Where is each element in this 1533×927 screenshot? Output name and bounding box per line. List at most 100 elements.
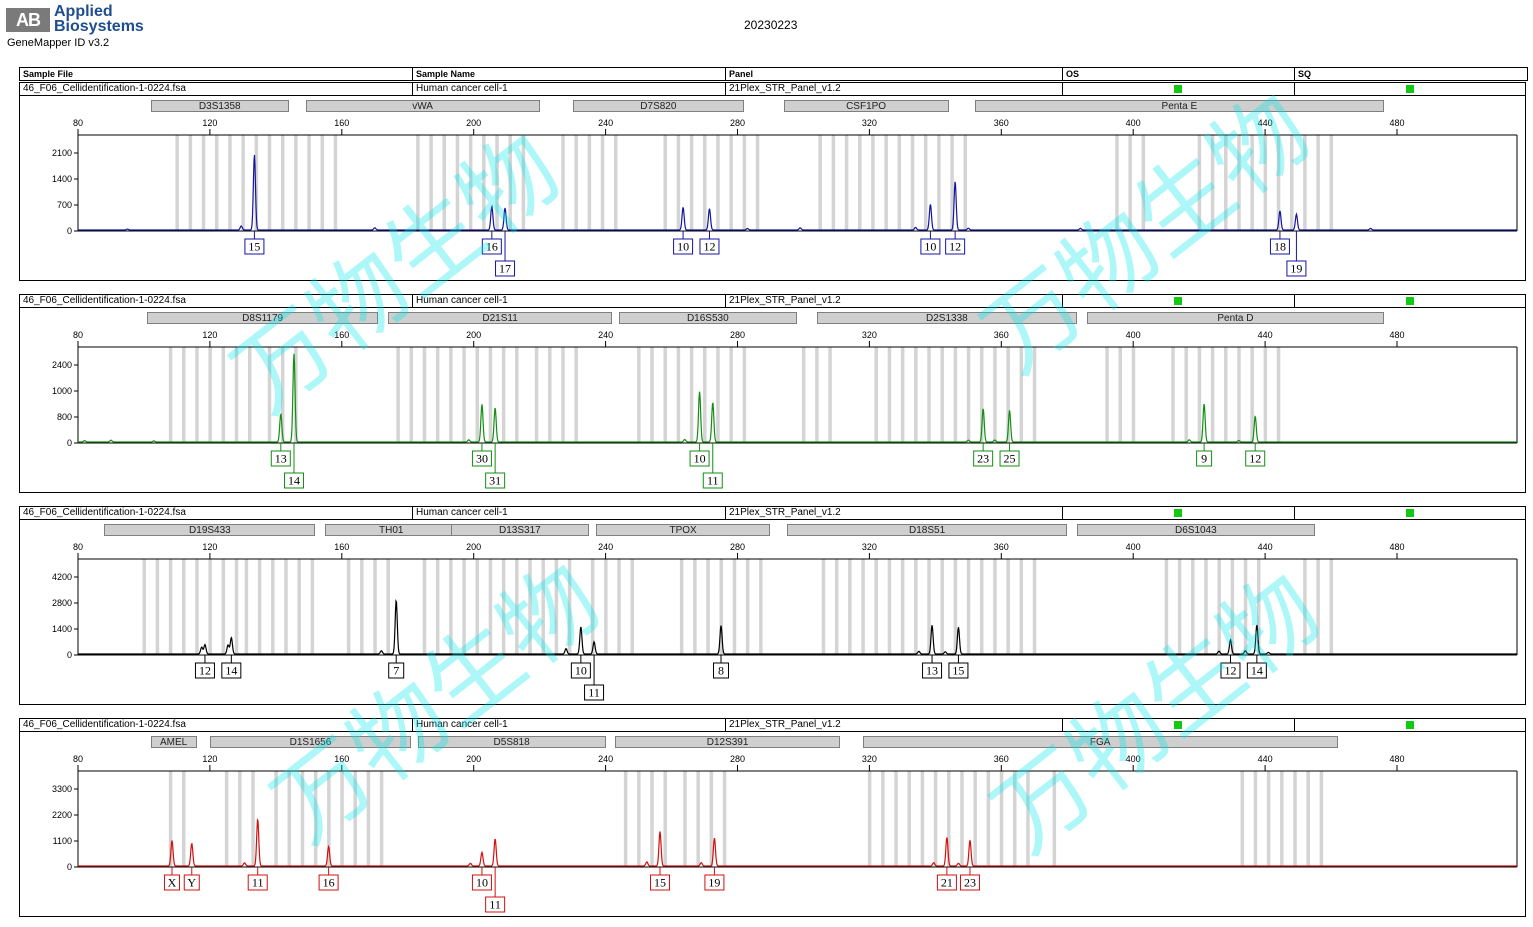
allele-call-box[interactable]: [388, 662, 405, 679]
allele-call-box[interactable]: [481, 238, 502, 255]
y-tick-label: 2200: [52, 810, 72, 820]
allele-call-box[interactable]: [959, 874, 980, 891]
allele-call-box[interactable]: [163, 874, 180, 891]
marker-bar[interactable]: D7S820: [572, 100, 745, 112]
allele-bin: [221, 347, 226, 443]
allele-bin: [307, 135, 311, 231]
electropherogram-plot: 80 120 160 200 240 280 320 360 400 440 48021001400…: [52, 118, 1518, 277]
allele-bin: [1316, 559, 1320, 655]
allele-call-box[interactable]: [673, 238, 694, 255]
allele-call-box[interactable]: [999, 450, 1020, 467]
allele-call-box[interactable]: [1246, 662, 1267, 679]
sample-info-row[interactable]: 46_F06_Cellidentification-1-0224.fsa Huma…: [20, 719, 1525, 732]
allele-bin: [155, 559, 160, 655]
marker-bar[interactable]: D2S1338: [816, 312, 1078, 324]
marker-bar[interactable]: Penta E: [974, 100, 1384, 112]
allele-bin: [366, 771, 371, 867]
allele-call-box[interactable]: [1220, 662, 1241, 679]
allele-call-box[interactable]: [713, 662, 730, 679]
allele-bin: [1276, 347, 1281, 443]
allele-call-box[interactable]: [704, 874, 725, 891]
allele-call-box[interactable]: [183, 874, 200, 891]
marker-bar[interactable]: D5S818: [417, 736, 606, 748]
allele-bin: [834, 559, 839, 655]
marker-bar[interactable]: AMEL: [150, 736, 197, 748]
marker-bar[interactable]: vWA: [305, 100, 540, 112]
allele-bin: [940, 347, 944, 443]
allele-bin: [1197, 135, 1202, 231]
allele-bin: [742, 135, 747, 231]
x-tick-label: 280: [730, 330, 745, 340]
allele-call-box[interactable]: [936, 874, 957, 891]
x-tick-label: 480: [1389, 542, 1404, 552]
marker-bar[interactable]: D19S433: [104, 524, 316, 536]
x-tick-label: 360: [994, 754, 1009, 764]
allele-bin: [914, 347, 918, 443]
allele-call-box[interactable]: [283, 472, 304, 489]
x-tick-label: 80: [73, 330, 83, 340]
marker-bar[interactable]: D13S317: [450, 524, 590, 536]
allele-call-box[interactable]: [471, 874, 492, 891]
allele-call-box[interactable]: [699, 238, 720, 255]
marker-bar[interactable]: D18S51: [786, 524, 1068, 536]
allele-call-box[interactable]: [194, 662, 215, 679]
allele-bin: [821, 559, 826, 655]
allele-call-box[interactable]: [584, 684, 605, 701]
marker-bar[interactable]: D1S1656: [209, 736, 412, 748]
sample-info-row[interactable]: 46_F06_Cellidentification-1-0224.fsa Huma…: [20, 507, 1525, 520]
allele-call-box[interactable]: [247, 874, 268, 891]
allele-call-box[interactable]: [1245, 450, 1266, 467]
marker-bar[interactable]: Penta D: [1087, 312, 1384, 324]
allele-call-box[interactable]: [650, 874, 671, 891]
allele-call-box[interactable]: [471, 450, 492, 467]
marker-bar[interactable]: D16S530: [618, 312, 797, 324]
marker-bar[interactable]: TPOX: [595, 524, 771, 536]
column-header-os[interactable]: OS: [1062, 68, 1294, 80]
allele-call-box[interactable]: [920, 238, 941, 255]
sample-info-row[interactable]: 46_F06_Cellidentification-1-0224.fsa Huma…: [20, 83, 1525, 96]
allele-call-box[interactable]: [270, 450, 291, 467]
allele-call-box[interactable]: [922, 662, 943, 679]
column-header-sample-file[interactable]: Sample File: [23, 69, 74, 79]
os-cell: [1062, 719, 1294, 731]
allele-bin: [887, 347, 892, 443]
allele-call-box[interactable]: [945, 238, 966, 255]
allele-bin: [759, 559, 763, 655]
allele-call-box[interactable]: [485, 472, 506, 489]
allele-bin: [333, 135, 338, 231]
marker-bar[interactable]: D6S1043: [1077, 524, 1315, 536]
allele-call-box[interactable]: [1196, 450, 1213, 467]
marker-bar[interactable]: FGA: [862, 736, 1338, 748]
allele-call-box[interactable]: [973, 450, 994, 467]
marker-bar[interactable]: CSF1PO: [783, 100, 949, 112]
allele-bin: [927, 559, 931, 655]
column-header-sq[interactable]: SQ: [1294, 68, 1527, 80]
column-header-panel[interactable]: Panel: [725, 68, 1062, 80]
allele-call-box[interactable]: [689, 450, 710, 467]
allele-call-box[interactable]: [244, 238, 265, 255]
allele-bin: [267, 135, 272, 231]
marker-bar[interactable]: D8S1179: [147, 312, 379, 324]
allele-call-box[interactable]: [221, 662, 242, 679]
sample-info-row[interactable]: 46_F06_Cellidentification-1-0224.fsa Huma…: [20, 295, 1525, 308]
marker-bar[interactable]: D3S1358: [150, 100, 290, 112]
allele-call-box[interactable]: [570, 662, 591, 679]
allele-call-box[interactable]: [948, 662, 969, 679]
allele-call-box[interactable]: [1286, 260, 1307, 277]
allele-call-box[interactable]: [1269, 238, 1290, 255]
allele-bin: [1230, 559, 1235, 655]
allele-bin: [224, 771, 229, 867]
sample-file-cell: 46_F06_Cellidentification-1-0224.fsa: [23, 83, 186, 94]
allele-call-box[interactable]: [485, 896, 506, 913]
allele-call-box[interactable]: [318, 874, 339, 891]
marker-bar[interactable]: D12S391: [615, 736, 840, 748]
marker-bar[interactable]: D21S11: [387, 312, 613, 324]
allele-bin: [1237, 347, 1241, 443]
electropherogram-panel: 46_F06_Cellidentification-1-0224.fsa Huma…: [19, 718, 1526, 917]
sq-cell: [1294, 295, 1527, 307]
marker-bar[interactable]: TH01: [325, 524, 458, 536]
allele-bin: [1250, 135, 1254, 231]
allele-call-box[interactable]: [702, 472, 723, 489]
column-header-sample-name[interactable]: Sample Name: [412, 68, 725, 80]
allele-call-box[interactable]: [495, 260, 516, 277]
